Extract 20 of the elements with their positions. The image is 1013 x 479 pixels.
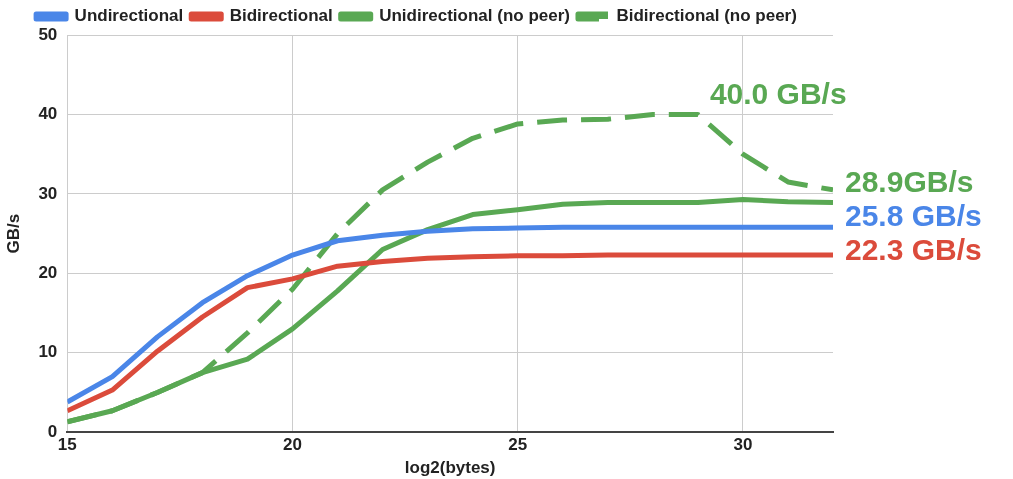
y-tick-label: 30 <box>38 183 58 203</box>
y-tick-label: 50 <box>38 24 58 44</box>
y-tick-label: 20 <box>38 263 58 283</box>
x-tick-label: 30 <box>733 435 753 455</box>
data-label: 22.3 GB/s <box>845 233 982 267</box>
x-axis-title: log2(bytes) <box>404 458 496 478</box>
x-tick-label: 20 <box>283 435 302 455</box>
legend-label: Bidirectional (no peer) <box>616 6 797 26</box>
legend-label: Bidirectional <box>229 6 333 26</box>
y-tick-label: 10 <box>38 342 58 362</box>
legend-label: Undirectional <box>74 6 184 26</box>
y-tick-label: 0 <box>47 421 58 441</box>
data-label: 28.9GB/s <box>845 165 974 199</box>
data-label: 40.0 GB/s <box>709 76 847 110</box>
y-axis-title: GB/s <box>3 213 23 254</box>
data-label: 25.8 GB/s <box>845 199 982 233</box>
x-tick-label: 15 <box>57 435 77 455</box>
legend-label: Unidirectional (no peer) <box>379 6 570 26</box>
y-tick-label: 40 <box>38 104 58 124</box>
x-tick-label: 25 <box>508 435 528 455</box>
